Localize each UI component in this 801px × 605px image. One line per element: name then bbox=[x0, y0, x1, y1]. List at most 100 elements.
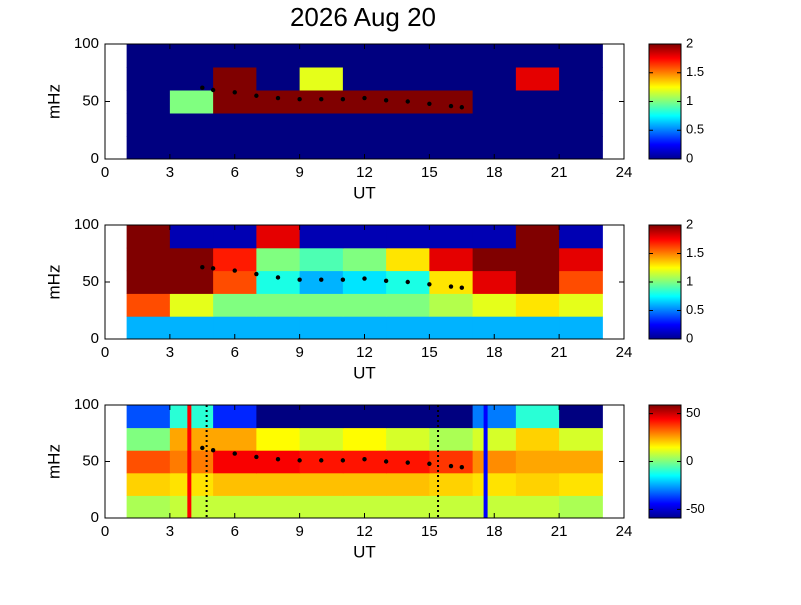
heatmap-cell bbox=[386, 293, 430, 317]
heatmap-cell bbox=[256, 472, 301, 496]
ridge-point bbox=[319, 277, 324, 282]
heatmap-cell bbox=[299, 427, 344, 451]
heatmap-cell bbox=[213, 316, 257, 340]
heatmap-cell bbox=[169, 44, 214, 68]
heatmap-cell bbox=[472, 450, 517, 474]
heatmap-cell bbox=[429, 113, 474, 137]
heatmap-cell bbox=[256, 44, 301, 68]
x-tick-label: 12 bbox=[356, 164, 373, 181]
x-tick-label: 3 bbox=[166, 164, 174, 181]
colorbar-tick-label: 2 bbox=[686, 216, 693, 231]
heatmap-cell bbox=[169, 113, 214, 137]
heatmap-cell bbox=[515, 427, 560, 451]
ridge-point bbox=[232, 90, 237, 95]
heatmap-cell bbox=[472, 405, 517, 429]
colorbar-tick-label: 0 bbox=[686, 330, 693, 345]
heatmap-cell bbox=[126, 316, 171, 340]
heatmap-cell bbox=[472, 136, 517, 160]
ridge-point bbox=[459, 464, 465, 470]
ridge-point bbox=[383, 459, 389, 464]
heatmap-cell bbox=[559, 113, 603, 137]
heatmap-cell bbox=[299, 67, 344, 91]
x-tick-label: 9 bbox=[295, 523, 303, 540]
heatmap-cell bbox=[472, 44, 517, 68]
x-tick-label: 0 bbox=[101, 164, 109, 181]
colorbar-tick-label: 50 bbox=[686, 405, 700, 420]
heatmap-cell bbox=[256, 113, 301, 137]
heatmap-cell bbox=[559, 293, 603, 317]
ridge-point bbox=[319, 97, 324, 102]
x-tick-label: 6 bbox=[231, 523, 239, 540]
y-tick-label: 50 bbox=[82, 92, 99, 109]
x-axis-label: UT bbox=[353, 542, 376, 561]
x-tick-label: 9 bbox=[295, 344, 303, 361]
heatmap-cell bbox=[126, 247, 171, 272]
heatmap-cell bbox=[213, 67, 257, 91]
ridge-point bbox=[275, 457, 281, 462]
heatmap-cell bbox=[126, 427, 171, 451]
heatmap-cell bbox=[256, 427, 301, 451]
heatmap-cell bbox=[429, 67, 474, 91]
ridge-point bbox=[405, 460, 410, 465]
heatmap-cell bbox=[515, 316, 560, 340]
ridge-point bbox=[362, 276, 367, 281]
heatmap-cell bbox=[299, 495, 344, 519]
x-tick-label: 3 bbox=[166, 344, 174, 361]
y-tick-label: 50 bbox=[82, 273, 99, 290]
ridge-point bbox=[297, 458, 302, 463]
heatmap-cell bbox=[126, 44, 171, 68]
colorbar-tick-label: 0.5 bbox=[686, 302, 704, 317]
heatmap-cell bbox=[126, 225, 171, 249]
colorbar bbox=[648, 404, 682, 519]
ridge-point bbox=[200, 264, 205, 270]
x-tick-label: 18 bbox=[486, 164, 503, 181]
heatmap-cell bbox=[559, 136, 603, 160]
colorbar bbox=[648, 224, 682, 340]
heatmap-cell bbox=[256, 293, 301, 317]
heatmap-cell bbox=[559, 495, 603, 519]
ridge-point bbox=[362, 95, 367, 101]
heatmap-cell bbox=[342, 225, 387, 249]
heatmap-cell bbox=[472, 247, 517, 272]
ridge-point bbox=[200, 85, 205, 90]
heatmap-cell bbox=[429, 225, 474, 249]
heatmap-cell bbox=[429, 247, 474, 272]
heatmap-cell bbox=[342, 44, 387, 68]
heatmap-cell bbox=[256, 405, 301, 429]
ridge-point bbox=[340, 458, 346, 463]
heatmap-cell bbox=[213, 472, 257, 496]
heatmap-cell bbox=[256, 67, 301, 91]
colorbar-tick-label: 1 bbox=[686, 93, 693, 108]
x-tick-label: 12 bbox=[356, 523, 373, 540]
ridge-point bbox=[427, 282, 432, 287]
heatmap-cell bbox=[559, 44, 603, 68]
heatmap-cell bbox=[169, 270, 214, 294]
x-tick-label: 12 bbox=[356, 344, 373, 361]
heatmap-cell bbox=[472, 472, 517, 496]
heatmap-cell bbox=[342, 67, 387, 91]
heatmap-cell bbox=[472, 427, 517, 451]
heatmap-cell bbox=[299, 293, 344, 317]
heatmap-cell bbox=[559, 427, 603, 451]
heatmap-cell bbox=[213, 90, 257, 114]
heatmap-cell bbox=[559, 67, 603, 91]
heatmap-cell bbox=[559, 405, 603, 429]
y-tick-label: 0 bbox=[91, 150, 99, 167]
heatmap-cell bbox=[342, 427, 387, 451]
heatmap-cell bbox=[213, 113, 257, 137]
heatmap-cell bbox=[169, 316, 214, 340]
ridge-point bbox=[200, 445, 205, 451]
heatmap-cell bbox=[429, 495, 474, 519]
heatmap-cell bbox=[386, 316, 430, 340]
heatmap-cell bbox=[559, 247, 603, 272]
heatmap-cell bbox=[342, 270, 387, 294]
heatmap-cell bbox=[299, 405, 344, 429]
heatmap-cell bbox=[386, 225, 430, 249]
heatmap-cell bbox=[386, 67, 430, 91]
heatmap-cell bbox=[299, 316, 344, 340]
heatmap-cell bbox=[256, 225, 301, 249]
heatmap-cell bbox=[126, 136, 171, 160]
x-tick-label: 15 bbox=[421, 344, 438, 361]
y-tick-label: 100 bbox=[74, 396, 99, 413]
